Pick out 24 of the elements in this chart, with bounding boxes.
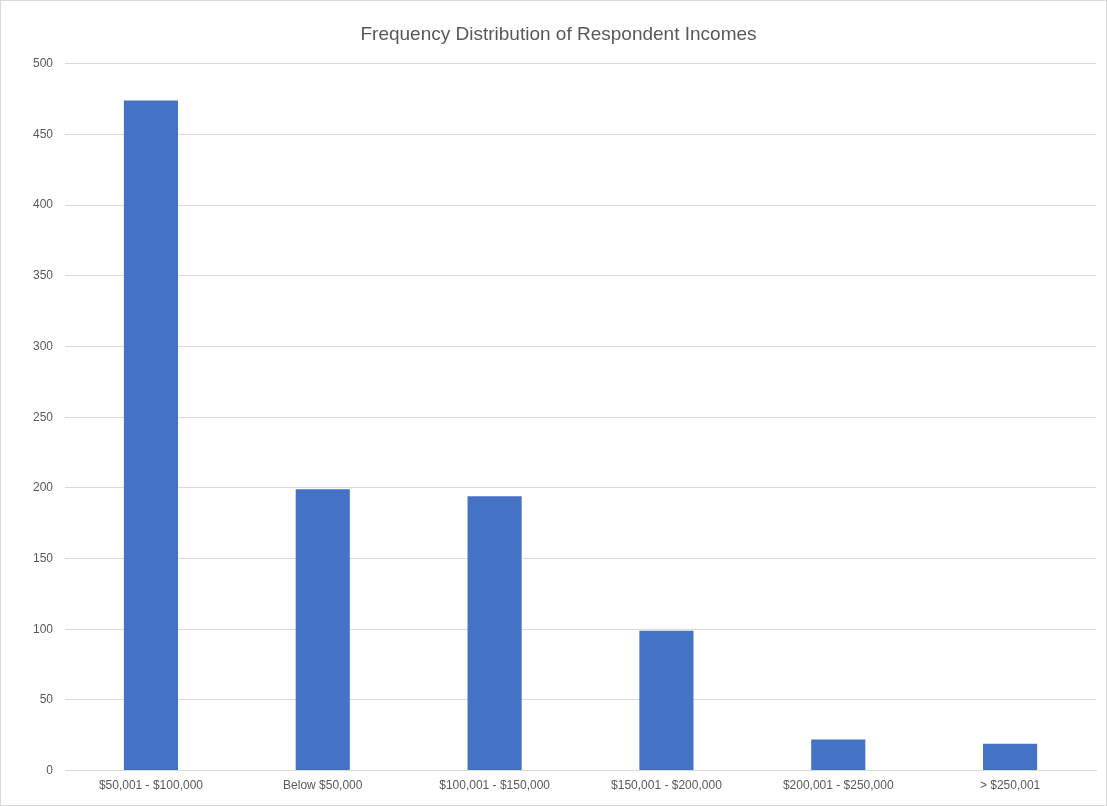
y-tick-label: 500 — [32, 56, 54, 71]
x-tick-label: Below $50,000 — [283, 778, 363, 793]
bar — [467, 496, 522, 771]
y-tick-label: 300 — [32, 338, 54, 353]
bar — [811, 739, 866, 771]
chart-title: Frequency Distribution of Respondent Incomes — [360, 22, 757, 44]
y-tick-label: 150 — [32, 550, 54, 565]
bar — [123, 100, 178, 771]
x-tick-label: $150,001 - $200,000 — [611, 778, 723, 793]
y-tick-label: 200 — [32, 480, 54, 495]
bar — [639, 630, 694, 771]
y-tick-label: 0 — [46, 762, 54, 777]
y-tick-label: 400 — [32, 197, 54, 212]
y-tick-label: 50 — [39, 692, 54, 707]
y-tick-label: 100 — [32, 621, 54, 636]
x-tick-label: > $250,001 — [979, 778, 1041, 793]
bar — [295, 489, 350, 771]
y-tick-label: 450 — [32, 126, 54, 141]
x-tick-label: $50,001 - $100,000 — [98, 778, 204, 793]
y-tick-label: 250 — [32, 409, 54, 424]
bar — [983, 743, 1038, 771]
y-tick-label: 350 — [32, 268, 54, 283]
x-tick-label: $200,001 - $250,000 — [782, 778, 894, 793]
x-tick-label: $100,001 - $150,000 — [439, 778, 551, 793]
